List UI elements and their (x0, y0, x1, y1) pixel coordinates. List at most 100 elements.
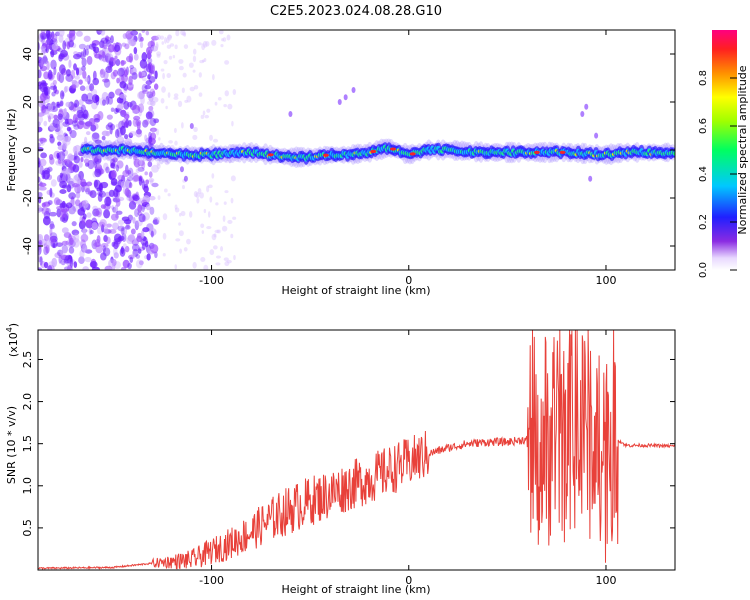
noise-blob (63, 135, 72, 143)
noise-blob (102, 39, 111, 45)
noise-blob (120, 227, 125, 236)
noise-blob (110, 35, 114, 44)
noise-blob (82, 70, 87, 79)
noise-blob (145, 111, 153, 120)
noise-blob (147, 57, 153, 64)
noise-blob (69, 237, 74, 246)
noise-blob (79, 85, 86, 92)
noise-blob (39, 256, 43, 266)
noise-blob (68, 59, 72, 69)
noise-blob (129, 256, 134, 263)
noise-blob (89, 190, 97, 199)
noise-blob (230, 175, 236, 182)
noise-blob (119, 247, 126, 257)
noise-blob (68, 246, 75, 254)
noise-blob (78, 256, 85, 265)
noise-blob (71, 84, 77, 89)
x-tick-label: 100 (595, 274, 616, 287)
harmonic-blob (337, 99, 342, 105)
noise-blob (81, 57, 87, 67)
noise-blob (124, 245, 130, 253)
noise-blob (63, 159, 71, 164)
noise-blob (63, 86, 68, 93)
noise-blob (153, 217, 159, 225)
noise-blob (164, 36, 167, 44)
noise-blob (156, 216, 161, 224)
noise-blob (174, 204, 178, 210)
noise-blob (145, 203, 151, 211)
noise-blob (120, 109, 127, 115)
noise-blob (86, 212, 92, 218)
noise-blob (127, 214, 134, 222)
noise-blob (156, 51, 162, 57)
noise-blob (114, 129, 120, 139)
noise-blob (70, 69, 76, 80)
noise-blob (76, 177, 81, 186)
noise-blob (84, 77, 90, 82)
noise-blob (167, 92, 171, 98)
noise-blob (142, 227, 150, 233)
noise-blob (135, 259, 143, 269)
noise-blob (209, 249, 215, 256)
noise-blob (193, 85, 199, 90)
noise-blob (40, 31, 47, 40)
noise-blob (86, 55, 93, 65)
noise-blob (103, 234, 108, 242)
noise-blob (52, 79, 57, 86)
band-hotspot (559, 150, 566, 154)
noise-blob (73, 261, 78, 269)
noise-blob (148, 195, 156, 201)
noise-blob (63, 108, 67, 116)
noise-blob (72, 120, 78, 127)
noise-blob (93, 160, 98, 169)
noise-blob (72, 164, 80, 173)
noise-blob (155, 128, 160, 136)
noise-blob (43, 71, 49, 80)
noise-blob (203, 208, 207, 214)
noise-blob (149, 179, 154, 185)
noise-blob (174, 207, 180, 213)
noise-blob (118, 235, 125, 241)
noise-blob (60, 208, 67, 218)
noise-blob (141, 77, 147, 82)
figure-title: C2E5.2023.024.08.28.G10 (270, 4, 442, 19)
noise-blob (160, 35, 165, 40)
noise-blob (40, 152, 47, 159)
noise-blob (72, 237, 80, 248)
noise-blob (206, 185, 210, 193)
noise-blob (201, 59, 205, 63)
noise-blob (113, 252, 119, 259)
noise-blob (88, 118, 96, 126)
noise-blob (167, 193, 171, 197)
noise-blob (166, 72, 172, 79)
noise-blob (47, 265, 53, 270)
noise-blob (52, 118, 60, 128)
noise-blob (209, 196, 213, 203)
noise-blob (68, 39, 75, 48)
colorbar-tick-label: 0.0 (698, 262, 709, 278)
noise-blob (71, 229, 80, 236)
noise-blob (126, 176, 134, 181)
noise-blob (73, 99, 80, 108)
noise-blob (128, 120, 132, 127)
noise-blob (138, 71, 142, 79)
y-tick-label: -40 (21, 237, 34, 255)
colorbar-tick-label: 0.2 (698, 214, 709, 230)
noise-blob (50, 50, 55, 58)
noise-blob (38, 126, 43, 133)
noise-blob (104, 196, 112, 207)
noise-blob (215, 202, 219, 206)
noise-blob (97, 111, 104, 121)
noise-blob (141, 89, 149, 94)
noise-blob (200, 223, 205, 229)
noise-blob (64, 118, 69, 125)
noise-blob (151, 90, 156, 97)
noise-blob (71, 221, 77, 227)
noise-blob (40, 58, 44, 68)
noise-blob (116, 96, 124, 104)
noise-blob (173, 96, 179, 100)
x-tick-label: 0 (405, 574, 412, 587)
noise-blob (99, 182, 103, 193)
noise-blob (184, 99, 189, 103)
noise-blob (128, 201, 137, 210)
